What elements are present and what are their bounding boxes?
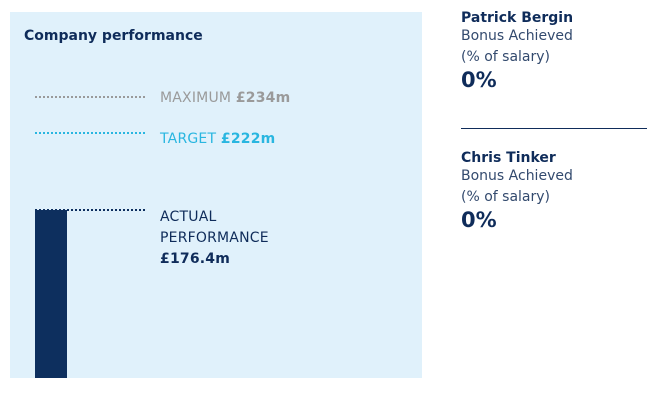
person-name: Chris Tinker xyxy=(461,150,556,166)
maximum-line xyxy=(35,96,145,98)
target-line xyxy=(35,132,145,134)
person-note: (% of salary) xyxy=(461,49,551,65)
person-block: Patrick Bergin Bonus Achieved (% of sala… xyxy=(461,10,573,92)
target-label: TARGET £222m xyxy=(160,131,276,147)
person-caption: Bonus Achieved xyxy=(461,28,573,44)
actual-label: ACTUAL PERFORMANCE £176.4m xyxy=(160,209,269,267)
person-note: (% of salary) xyxy=(461,189,551,205)
panel-title: Company performance xyxy=(24,28,203,44)
person-name: Patrick Bergin xyxy=(461,10,574,26)
actual-bar xyxy=(35,210,67,378)
divider xyxy=(461,128,647,129)
performance-panel xyxy=(10,12,422,378)
person-value: 0% xyxy=(461,68,497,92)
person-value: 0% xyxy=(461,208,497,232)
person-caption: Bonus Achieved xyxy=(461,168,573,184)
person-block: Chris Tinker Bonus Achieved (% of salary… xyxy=(461,150,573,232)
actual-line xyxy=(35,209,145,211)
maximum-label: MAXIMUM £234m xyxy=(160,90,291,106)
